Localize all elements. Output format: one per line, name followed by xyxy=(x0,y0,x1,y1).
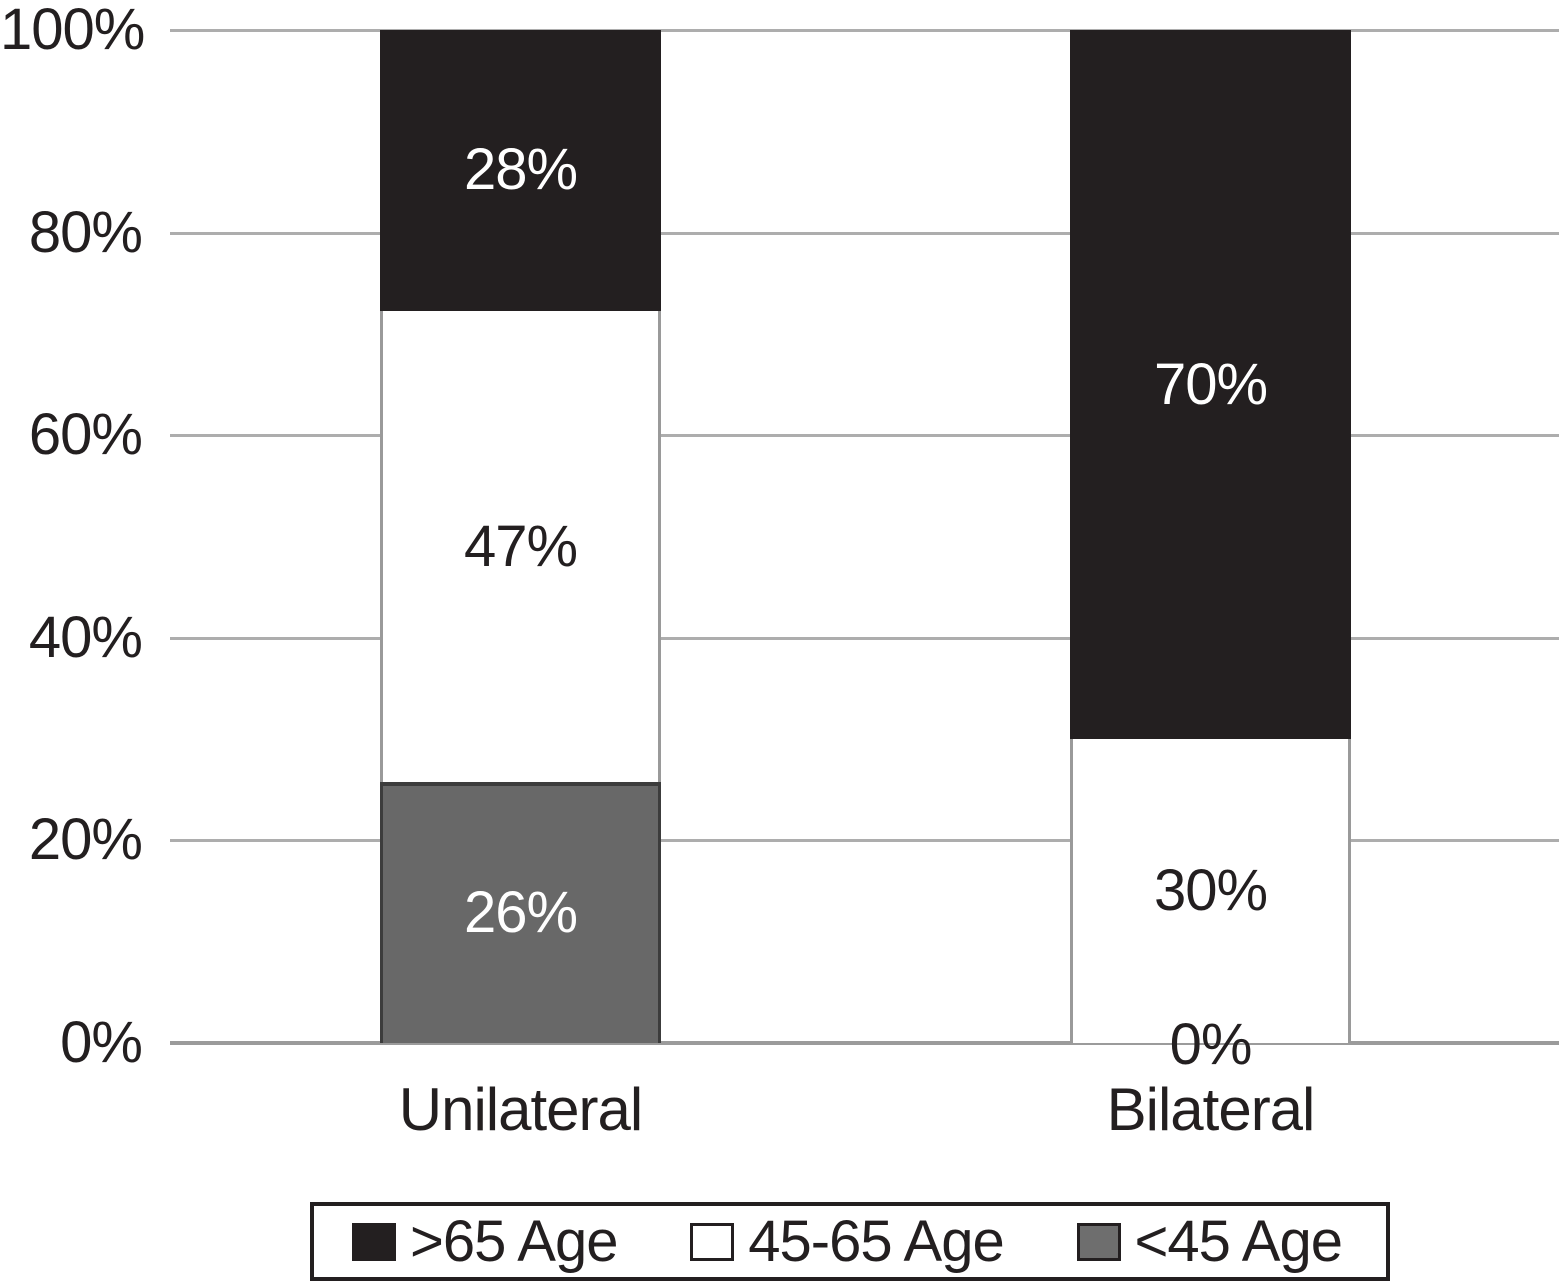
bar-segment xyxy=(380,782,661,1043)
x-axis-category-label: Unilateral xyxy=(398,1076,643,1143)
y-axis-tick-label: 20% xyxy=(28,807,143,873)
bar-segment-value-label: 0% xyxy=(1169,1012,1253,1077)
bar-segment-value-label: 30% xyxy=(1153,858,1268,924)
gridline xyxy=(170,231,1559,235)
y-axis-tick-label: 80% xyxy=(28,199,143,265)
legend-swatch-icon xyxy=(690,1222,735,1261)
bar-segment-value-label: 26% xyxy=(463,879,578,945)
x-axis-line xyxy=(170,1041,1559,1045)
bar-segment-value-label: 70% xyxy=(1153,351,1268,417)
bar-segment-value-label: 47% xyxy=(463,513,578,579)
y-axis-tick-label: 40% xyxy=(28,604,143,670)
y-axis-tick-label: 0% xyxy=(60,1010,143,1075)
gridline xyxy=(170,434,1559,438)
legend-label: >65 Age xyxy=(410,1208,618,1274)
chart-legend: >65 Age 45-65 Age <45 Age xyxy=(310,1202,1390,1281)
legend-label: 45-65 Age xyxy=(748,1208,1004,1274)
legend-item: >65 Age xyxy=(352,1208,618,1274)
bar-segment xyxy=(1070,739,1351,1043)
legend-item: <45 Age xyxy=(1076,1208,1343,1274)
y-axis-tick-label: 100% xyxy=(0,0,145,62)
gridline xyxy=(170,839,1559,843)
legend-swatch-icon xyxy=(1076,1222,1121,1261)
bar-segment xyxy=(380,30,661,311)
x-axis-category-label: Bilateral xyxy=(1106,1076,1316,1143)
gridline xyxy=(170,636,1559,640)
legend-swatch-icon xyxy=(352,1222,396,1261)
bar-segment xyxy=(1070,30,1351,740)
gridline xyxy=(170,29,1559,32)
y-axis-tick-label: 60% xyxy=(28,402,143,468)
bar-segment xyxy=(380,310,661,783)
legend-label: <45 Age xyxy=(1134,1208,1343,1274)
bar-segment-value-label: 28% xyxy=(463,137,578,203)
legend-item: 45-65 Age xyxy=(690,1208,1005,1274)
